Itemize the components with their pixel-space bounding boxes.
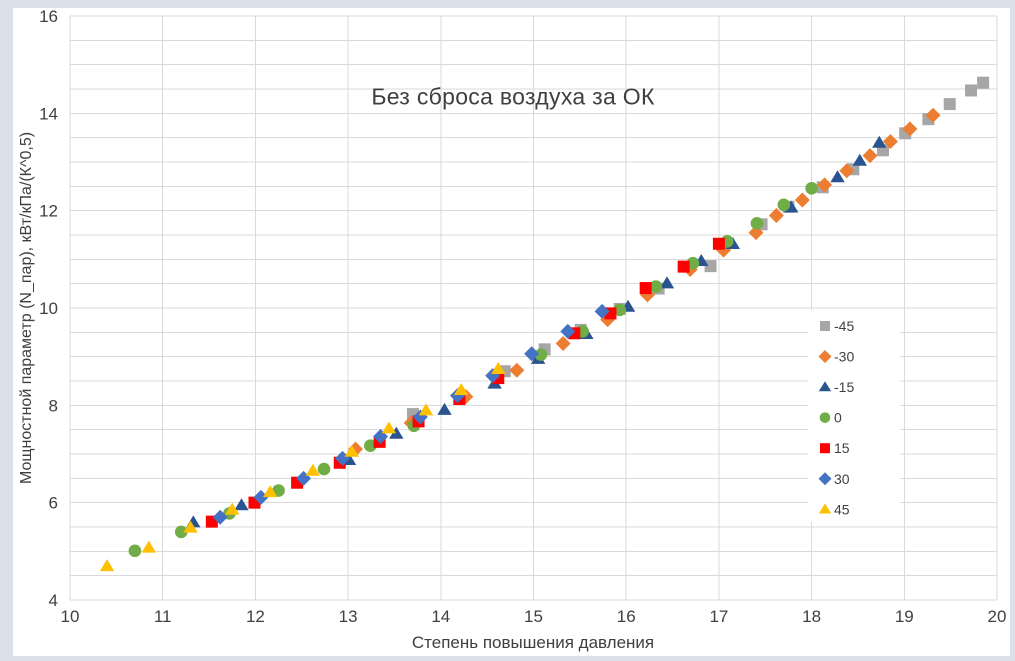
y-tick-label: 12 [39,202,58,221]
legend-label-30: 30 [834,471,850,487]
y-axis-title: Мощностной параметр (N_пар), кВт/кПа/(К^… [18,131,35,485]
legend-marker--45 [820,321,830,331]
data-point-series-0 [128,544,142,558]
x-tick-label: 16 [617,607,636,626]
data-point-series-45 [418,403,434,416]
data-point-series--30 [509,362,525,378]
data-point-series-0 [317,462,331,476]
legend-label-15: 15 [834,440,850,456]
data-point-series--45 [704,260,717,273]
data-point-series-0 [272,484,285,497]
legend-label-0: 0 [834,410,842,426]
y-tick-label: 8 [49,396,58,415]
data-point-series--30 [555,336,571,352]
x-tick-label: 20 [988,607,1007,626]
data-point-series--30 [925,107,941,123]
chart-title: Без сброса воздуха за ОК [371,83,655,110]
legend-marker--15 [818,381,832,392]
legend-marker-30 [818,472,832,486]
data-point-series--15 [659,276,675,289]
x-tick-label: 19 [895,607,914,626]
x-tick-label: 18 [802,607,821,626]
data-point-series-15 [639,282,652,295]
data-point-series-0 [805,181,818,195]
data-point-series-0 [686,256,700,270]
data-point-series--45 [965,84,978,97]
data-point-series-15 [677,260,690,273]
legend-marker-0 [819,412,831,423]
data-point-series--30 [794,192,810,208]
y-tick-label: 10 [39,299,58,318]
data-point-series-45 [381,421,397,434]
data-point-series--30 [862,148,878,164]
data-point-series-0 [649,280,663,293]
data-point-series--45 [943,98,956,111]
y-tick-label: 16 [39,7,58,26]
data-point-series-45 [453,382,469,395]
data-point-series--30 [839,163,855,179]
data-point-series-45 [344,444,360,457]
legend-label--15: -15 [834,379,854,395]
x-tick-label: 17 [709,607,728,626]
data-point-series-45 [183,520,198,533]
data-point-series-45 [141,540,156,553]
legend-label--45: -45 [834,318,854,334]
x-tick-label: 13 [339,607,358,626]
data-point-series-45 [491,362,506,375]
data-point-series-30 [253,489,269,505]
data-point-series--30 [768,208,784,224]
data-point-series--30 [882,134,898,150]
data-point-series-30 [524,346,540,362]
data-point-series-0 [777,198,791,212]
data-point-series-30 [212,509,228,525]
y-tick-label: 14 [39,104,58,123]
data-point-series--45 [977,76,990,89]
x-tick-label: 12 [246,607,265,626]
data-point-series--30 [902,121,918,137]
x-tick-label: 10 [61,607,80,626]
legend-label-45: 45 [834,501,850,517]
data-point-series-45 [305,463,321,476]
data-point-series-30 [560,323,576,339]
data-point-series-0 [750,217,764,230]
x-axis-title: Степень повышения давления [411,633,655,652]
data-point-series-30 [594,303,610,319]
data-point-series-0 [534,348,548,362]
legend-marker--30 [818,350,832,364]
data-point-series-45 [99,559,115,572]
data-point-series--15 [872,135,887,148]
x-tick-label: 15 [524,607,543,626]
data-point-series--15 [389,426,404,439]
data-point-series--15 [234,498,249,511]
data-point-series-0 [613,303,627,317]
data-point-series-45 [263,485,278,498]
legend-marker-15 [820,443,830,454]
legend-marker-45 [818,503,832,514]
x-tick-label: 11 [154,607,172,626]
data-point-series--15 [852,153,868,166]
y-tick-label: 4 [49,591,58,610]
data-point-series-0 [364,439,377,453]
data-point-series-45 [225,502,240,515]
x-tick-label: 14 [431,607,450,626]
data-point-series--15 [830,170,845,183]
data-point-series--15 [437,402,452,415]
data-point-series-0 [174,525,188,539]
data-point-series--30 [817,177,833,193]
y-tick-label: 6 [49,494,58,513]
data-point-series-15 [712,237,725,250]
legend-label--30: -30 [834,349,854,365]
